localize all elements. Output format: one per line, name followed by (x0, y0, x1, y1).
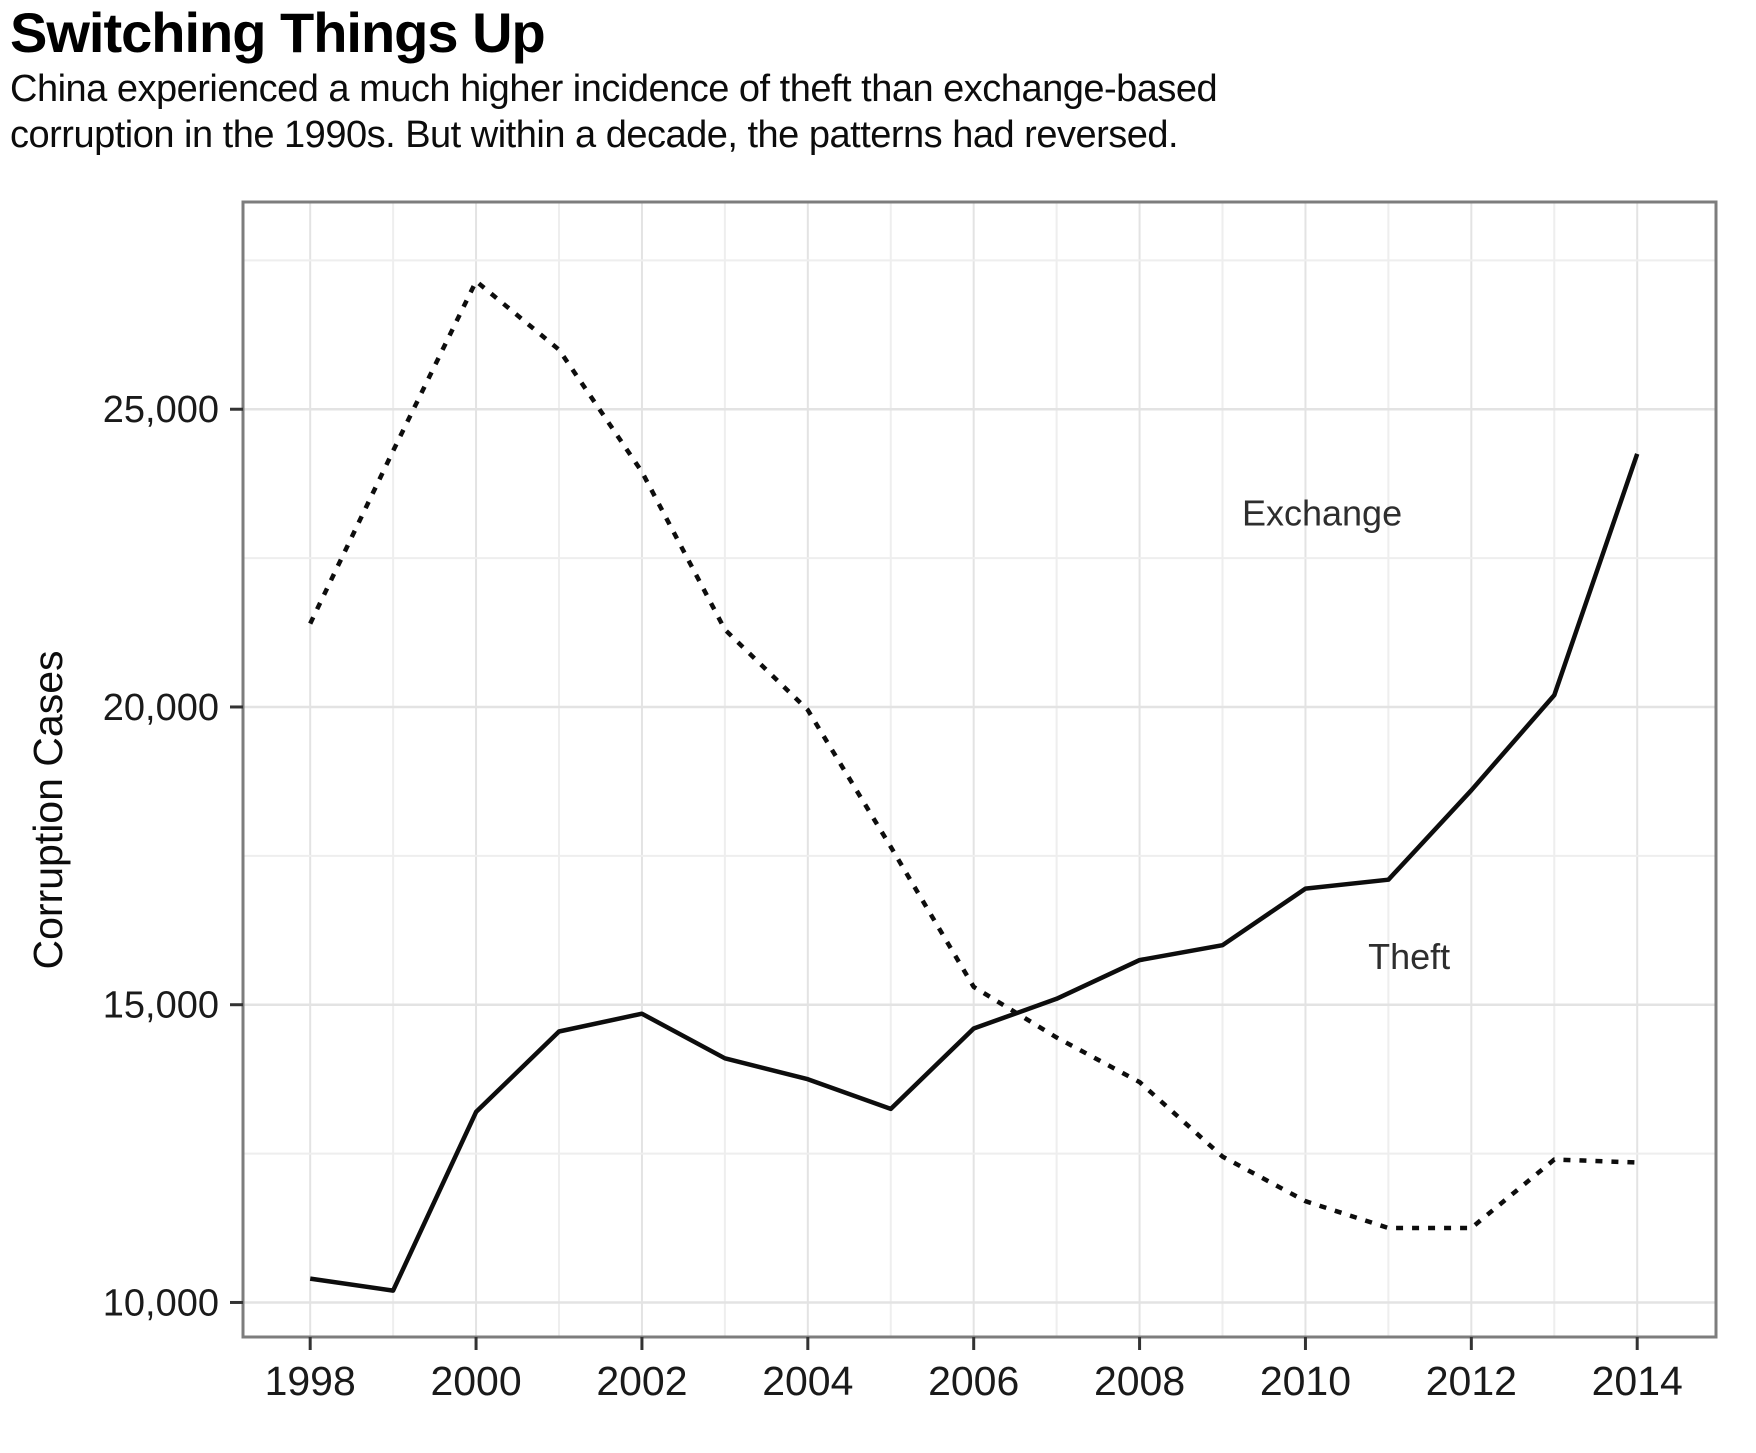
x-tick-label: 2000 (430, 1358, 521, 1404)
y-tick-label: 15,000 (103, 985, 219, 1027)
x-tick-label: 2006 (928, 1358, 1019, 1404)
chart-title: Switching Things Up (10, 1, 546, 64)
chart-subtitle: China experienced a much higher incidenc… (10, 66, 1750, 159)
chart-subtitle-line2: corruption in the 1990s. But within a de… (10, 113, 1179, 156)
x-tick-label: 2010 (1260, 1358, 1351, 1404)
theft-line (308, 278, 1638, 1231)
chart-subtitle-line1: China experienced a much higher incidenc… (10, 67, 1218, 110)
exchange-line (309, 453, 1640, 1293)
y-axis-title: Corruption Cases (25, 650, 71, 969)
theft-series-label: Theft (1368, 936, 1450, 977)
y-tick-label: 10,000 (103, 1282, 219, 1324)
y-tick-label: 20,000 (103, 687, 219, 729)
x-tick-label: 1998 (265, 1358, 356, 1404)
plot-area (243, 202, 1716, 1337)
exchange-series-label: Exchange (1242, 492, 1402, 533)
x-tick-label: 2002 (596, 1358, 687, 1404)
chart-header: Switching Things Up China experienced a … (10, 2, 1750, 158)
x-tick-label: 2012 (1426, 1358, 1517, 1404)
plot-border (241, 200, 1718, 1339)
x-tick-label: 2014 (1592, 1358, 1683, 1404)
x-tick-label: 2004 (762, 1358, 853, 1404)
y-tick-label: 25,000 (103, 389, 219, 431)
x-tick-label: 2008 (1094, 1358, 1185, 1404)
